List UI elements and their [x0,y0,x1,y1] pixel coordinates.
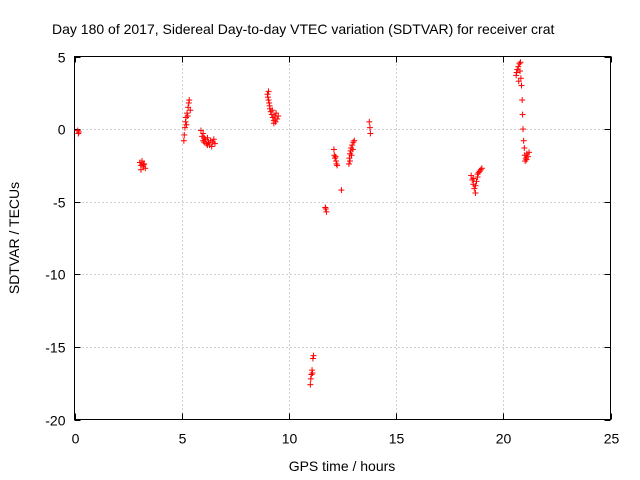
data-point [523,156,530,163]
data-point [183,121,190,128]
data-point [137,166,144,173]
x-axis-label: GPS time / hours [289,458,396,474]
data-point [349,146,356,153]
data-point [349,142,356,149]
data-point [309,355,316,362]
y-tick-label: -5 [53,195,66,211]
data-point [347,150,354,157]
data-point [330,146,337,153]
y-tick-label: -20 [45,413,65,429]
x-tick-label: 5 [179,431,187,447]
y-tick-labels: 5 0 -5 -10 -15 -20 [45,50,65,429]
data-point [74,127,81,134]
data-points [74,59,533,388]
data-point [211,140,218,147]
data-point [474,171,481,178]
data-point [265,88,272,95]
data-point [513,69,520,76]
data-point [309,370,316,377]
data-point [333,160,340,167]
data-point [141,160,148,167]
data-point [367,130,374,137]
data-point [472,189,479,196]
data-point [208,143,215,150]
data-point [338,187,345,194]
chart-title: Day 180 of 2017, Sidereal Day-to-day VTE… [52,21,554,37]
data-point [516,60,523,67]
data-point [269,107,276,114]
data-point [75,129,82,136]
data-point [518,82,525,89]
data-point [308,371,315,378]
data-point [520,137,527,144]
data-point [470,175,477,182]
data-point [310,352,317,359]
data-point [471,185,478,192]
data-point [519,97,526,104]
data-point [517,68,524,75]
data-point [366,124,373,131]
data-point [275,113,282,120]
data-point [201,134,208,141]
data-point [142,165,149,172]
data-point [514,66,521,73]
data-point [184,113,191,120]
data-point [322,205,329,212]
data-point [348,152,355,159]
axis-ticks [74,56,612,421]
data-point [345,160,352,167]
data-point [351,137,358,144]
y-tick-label: -15 [45,340,65,356]
x-tick-label: 15 [389,431,405,447]
y-axis-label: SDTVAR / TECUs [6,182,22,294]
data-point [272,118,279,125]
data-point [331,152,338,159]
x-tick-label: 20 [496,431,512,447]
x-tick-label: 10 [282,431,298,447]
data-point [332,153,339,160]
data-point [526,149,533,156]
data-point [210,136,217,143]
data-point [515,63,522,70]
data-point [334,162,341,169]
data-point [520,126,527,133]
data-point [187,107,194,114]
data-point [323,208,330,215]
data-point [140,161,147,168]
data-point [264,94,271,101]
data-point [477,166,484,173]
data-point [267,108,274,115]
data-point [366,118,373,125]
data-point [186,97,193,104]
data-point [478,165,485,172]
data-point [350,139,357,146]
data-point [265,97,272,104]
data-point [204,142,211,149]
data-point [307,381,314,388]
y-tick-label: 5 [58,50,66,66]
data-point [521,144,528,151]
data-point [515,78,522,85]
data-point [522,158,529,165]
plot-frame [74,56,611,420]
data-point [347,158,354,165]
x-tick-label: 0 [72,431,80,447]
y-tick-label: -10 [45,267,65,283]
data-point [200,130,207,137]
grid-lines [74,56,611,420]
data-point [181,131,188,138]
data-point [472,182,479,189]
data-point [180,137,187,144]
data-point [307,375,314,382]
data-point [517,59,524,66]
data-point [473,178,480,185]
data-point [519,111,526,118]
data-point [331,155,338,162]
x-tick-label: 25 [604,431,620,447]
data-point [184,110,191,117]
x-tick-labels: 0 5 10 15 20 25 [72,431,620,447]
data-point [469,176,476,183]
y-tick-label: 0 [58,122,66,138]
